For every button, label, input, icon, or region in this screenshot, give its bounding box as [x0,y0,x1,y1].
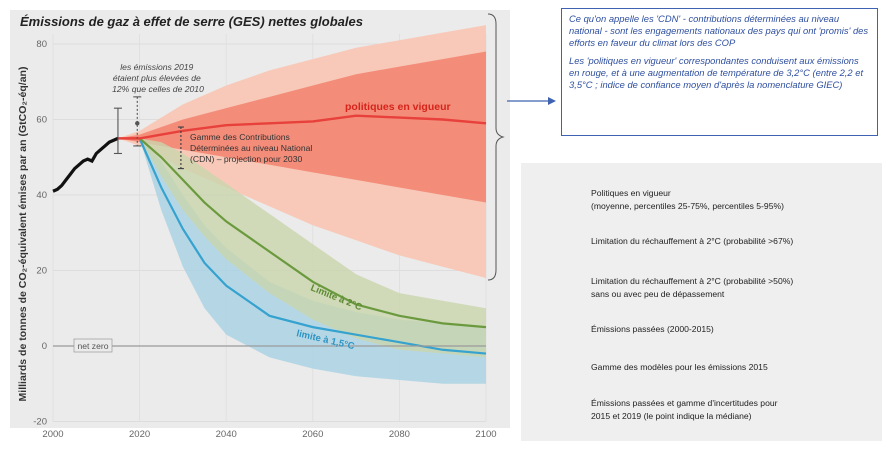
error-bars [113,96,184,170]
x-tick-label-5: 2100 [475,429,496,440]
legend-range-uncert: Émissions passées et gamme d'incertitude… [591,397,876,423]
band-two-degrees [139,138,486,358]
legend-onefive: Limitation du réchauffement à 2°C (proba… [591,275,876,301]
legend-range-2015: Gamme des modèles pour les émissions 201… [591,362,768,372]
legend-onefive-title: Limitation du réchauffement à 2°C (proba… [591,276,794,286]
line-policies [117,114,487,140]
note-box: Ce qu'on appelle les 'CDN' - contributio… [561,8,878,136]
line-past-emissions [52,136,119,193]
net-zero-label: net zero [77,341,108,351]
y-tick-label-1: 60 [36,115,47,126]
label-policies: politiques en vigueur [345,101,451,113]
chart-title: Émissions de gaz à effet de serre (GES) … [20,14,363,29]
band-policies-25-75 [117,51,486,203]
legend-past: Émissions passées (2000-2015) [591,324,714,334]
range-brace [487,13,505,281]
y-tick-label-5: -20 [33,417,47,428]
legend-onefive-subtitle: sans ou avec peu de dépassement [591,289,725,299]
y-tick-label-3: 20 [36,266,47,277]
arrow-head [548,97,556,105]
line-two-degrees [138,137,487,329]
x-tick-label-2: 2040 [216,429,237,440]
legend: Politiques en vigueur (moyenne, percenti… [521,163,882,441]
median-dot-2019 [135,121,140,126]
bands [117,25,486,384]
legend-policies-subtitle: (moyenne, percentiles 25-75%, percentile… [591,201,784,211]
y-tick-label-2: 40 [36,190,47,201]
line-onefive [138,137,487,355]
y-tick-label-4: 0 [42,341,47,352]
legend-two-degrees: Limitation du réchauffement à 2°C (proba… [591,236,794,246]
x-tick-label-0: 2000 [42,429,63,440]
y-tick-label-0: 80 [36,39,47,50]
legend-range-uncert-line1: Émissions passées et gamme d'incertitude… [591,398,778,408]
annotation-cdn-range: Gamme des Contributions Déterminées au n… [190,132,315,164]
annotation-emissions-2019: les émissions 2019 étaient plus élevées … [112,62,204,94]
x-tick-label-3: 2060 [302,429,323,440]
lines [52,114,487,355]
x-tick-label-1: 2020 [129,429,150,440]
y-axis-label: Milliards de tonnes de CO₂-équivalent ém… [17,67,29,402]
x-tick-label-4: 2080 [389,429,410,440]
legend-policies: Politiques en vigueur (moyenne, percenti… [591,187,876,213]
note-paragraph-policies: Les 'politiques en vigueur' correspondan… [569,55,864,90]
note-paragraph-cdn: Ce qu'on appelle les 'CDN' - contributio… [569,13,869,48]
legend-range-uncert-line2: 2015 et 2019 (le point indique la médian… [591,411,752,421]
legend-policies-title: Politiques en vigueur [591,188,671,198]
net-zero-box [73,338,113,353]
